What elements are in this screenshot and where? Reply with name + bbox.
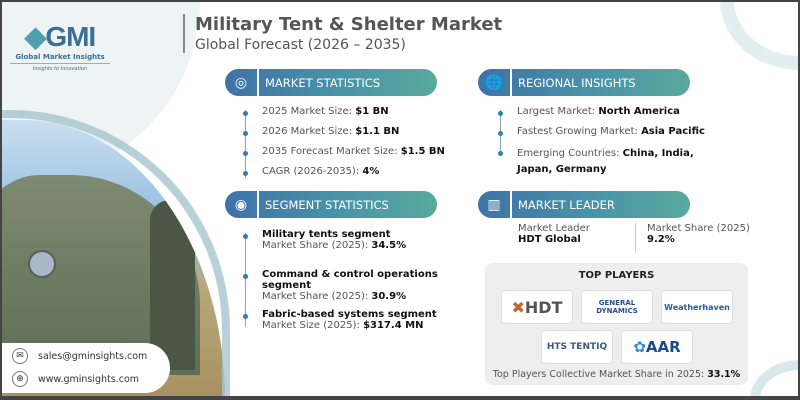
market-leader-share: Market Share (2025) 9.2%: [647, 223, 750, 245]
segment-statistics-list: Military tents segment Market Share (2025…: [242, 229, 482, 331]
website-link[interactable]: ⊕ www.gminsights.com: [0, 369, 170, 389]
globe-chart-icon: ◎: [225, 69, 259, 96]
market-statistics-header: ◎ MARKET STATISTICS: [225, 69, 437, 96]
list-item: 2025 Market Size: $1 BN: [242, 106, 462, 126]
top-players-panel: TOP PLAYERS ✖ HDT GENERAL DYNAMICS Weathe…: [485, 263, 748, 385]
gmi-logo: ◆GMI Global Market Insights Insights to …: [10, 20, 110, 72]
list-item: Command & control operations segment Mark…: [242, 269, 482, 309]
list-item: Emerging Countries: China, India, Japan,…: [497, 146, 727, 178]
bar-chart-icon: ▥: [478, 191, 512, 218]
top-players-share: Top Players Collective Market Share in 2…: [492, 369, 741, 380]
segment-statistics-header: ◉ SEGMENT STATISTICS: [225, 191, 437, 218]
player-logo-hdt: ✖ HDT: [501, 290, 573, 324]
globe-icon: ⊕: [12, 371, 28, 387]
player-logo-aar: ✿ AAR: [621, 330, 693, 364]
contact-box: ✉ sales@gminsights.com ⊕ www.gminsights.co…: [0, 343, 170, 393]
mail-icon: ✉: [12, 348, 28, 364]
target-chart-icon: ◉: [225, 191, 259, 218]
regional-insights-header: 🌐 REGIONAL INSIGHTS: [478, 69, 690, 96]
list-item: 2035 Forecast Market Size: $1.5 BN: [242, 146, 462, 166]
player-logo-general-dynamics: GENERAL DYNAMICS: [581, 290, 653, 324]
title: Military Tent & Shelter Market: [195, 14, 503, 35]
market-leader-header: ▥ MARKET LEADER: [478, 191, 690, 218]
list-item: Fastest Growing Market: Asia Pacific: [497, 126, 757, 146]
decorative-ring: [720, 0, 800, 70]
list-item: CAGR (2026-2035): 4%: [242, 166, 462, 182]
globe-icon: 🌐: [478, 69, 512, 96]
market-leader: Market Leader HDT Global: [518, 223, 590, 245]
list-item: 2026 Market Size: $1.1 BN: [242, 126, 462, 146]
player-logo-weatherhaven: Weatherhaven: [661, 290, 733, 324]
decorative-ring: [750, 360, 800, 400]
subtitle: Global Forecast (2026 – 2035): [195, 37, 406, 53]
list-item: Fabric-based systems segment Market Size …: [242, 309, 482, 331]
page-title: Military Tent & Shelter Market Global Fo…: [183, 14, 502, 53]
player-logo-hts-tentiq: HTS TENTIQ: [541, 330, 613, 364]
email-link[interactable]: ✉ sales@gminsights.com: [0, 346, 170, 366]
list-item: Military tents segment Market Share (2025…: [242, 229, 482, 269]
regional-insights-list: Largest Market: North America Fastest Gr…: [497, 106, 757, 178]
market-statistics-list: 2025 Market Size: $1 BN 2026 Market Size…: [242, 106, 462, 182]
list-item: Largest Market: North America: [497, 106, 757, 126]
divider: [635, 223, 636, 253]
